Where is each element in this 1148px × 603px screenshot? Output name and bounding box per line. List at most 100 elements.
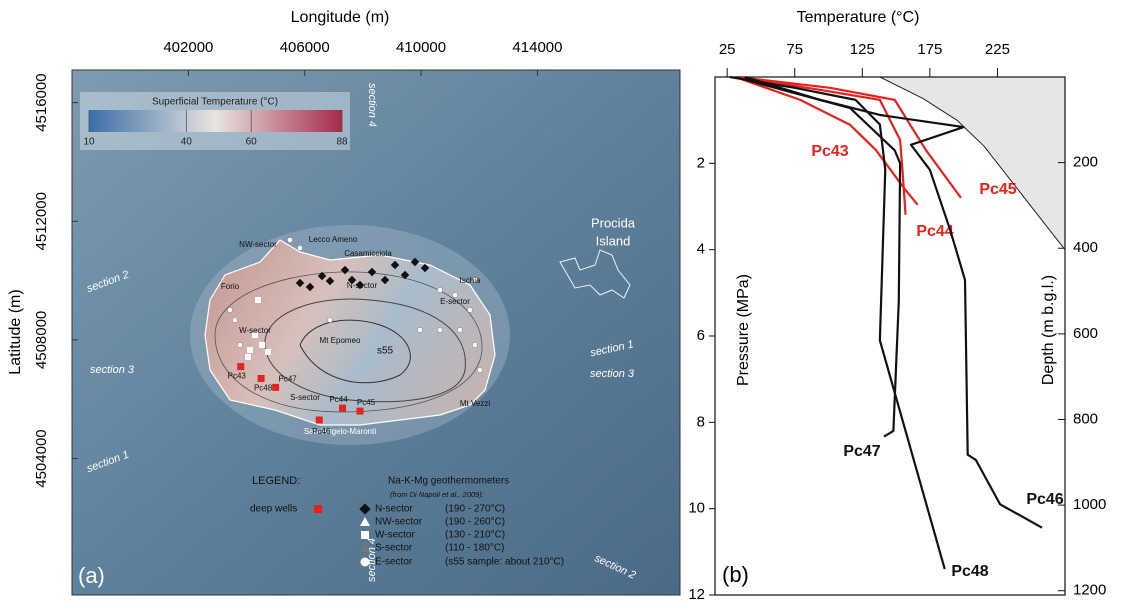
well: [316, 417, 323, 424]
place-label: NW-sector: [239, 240, 277, 249]
colorbar-tick-label: 60: [246, 137, 258, 148]
legend-name: E-sector: [375, 557, 413, 568]
place-label: Mt Epomeo: [320, 336, 361, 345]
place-label: Casamicciola: [344, 249, 392, 258]
y2-tick-label: 1000: [1073, 496, 1106, 513]
y-tick-label: 8: [697, 413, 705, 430]
place-label: s55: [377, 346, 394, 357]
series-label: Pc46: [1026, 491, 1063, 508]
profile-line: [735, 77, 917, 205]
x-tick-label: 25: [719, 41, 736, 58]
legend-range: (s55 sample: about 210°C): [445, 557, 564, 568]
y2-tick-label: 600: [1073, 325, 1098, 342]
legend-symbol: [361, 558, 370, 567]
well: [339, 405, 346, 412]
x-tick-label: 410000: [396, 39, 446, 56]
sample-circle: [467, 307, 472, 312]
place-label: Mt Vezzi: [460, 399, 490, 408]
sample-circle: [327, 317, 332, 322]
x-tick-label: 225: [985, 41, 1010, 58]
place-label: Island: [596, 233, 631, 248]
legend-name: W-sector: [375, 530, 415, 541]
y2-tick-label: 1200: [1073, 582, 1106, 599]
legend-heading: Na-K-Mg geothermometers: [388, 476, 509, 487]
x-tick-label: 402000: [163, 39, 213, 56]
x-axis-title: Longitude (m): [291, 9, 390, 26]
place-label: W-sector: [239, 326, 271, 335]
y-tick-label: 4512000: [33, 192, 50, 250]
sample-circle: [232, 317, 237, 322]
well-label: Pc47: [279, 374, 298, 383]
colorbar-title: Superficial Temperature (°C): [152, 97, 278, 108]
sample-circle: [437, 287, 442, 292]
x-tick-label: 75: [786, 41, 803, 58]
sample-square: [255, 297, 261, 303]
y-axis-title: Pressure (MPa): [735, 274, 752, 386]
sample-circle: [472, 342, 477, 347]
place-label: Forio: [221, 282, 240, 291]
section-label: section 4: [366, 83, 378, 127]
place-label: Lecco Ameno: [309, 235, 358, 244]
sample-circle: [457, 327, 462, 332]
sample-square: [259, 342, 265, 348]
legend-range: (110 - 180°C): [445, 543, 504, 554]
place-label: N-sector: [347, 281, 378, 290]
y-tick-label: 4: [697, 241, 705, 258]
colorbar-tick-label: 88: [336, 137, 348, 148]
well-label: Pc44: [329, 395, 348, 404]
y-tick-label: 6: [697, 327, 705, 344]
legend-name: S-sector: [375, 543, 413, 554]
section-label: section 3: [590, 368, 635, 380]
x-axis-title: Temperature (°C): [797, 9, 920, 26]
y2-tick-label: 200: [1073, 154, 1098, 171]
x-tick-label: 175: [917, 41, 942, 58]
boiling-area: [880, 77, 1065, 250]
legend-well-symbol: [314, 505, 322, 513]
legend-name: NW-sector: [375, 517, 423, 528]
legend-source: (from Di Napoli et al., 2009):: [390, 490, 484, 499]
series-label: Pc47: [843, 443, 880, 460]
well-label: Pc45: [357, 398, 376, 407]
y-tick-label: 4516000: [33, 73, 50, 131]
legend-range: (190 - 270°C): [445, 504, 505, 515]
x-tick-label: 406000: [280, 39, 330, 56]
sample-square: [247, 347, 253, 353]
y-tick-label: 4508000: [33, 311, 50, 369]
sample-circle: [417, 327, 422, 332]
legend-range: (190 - 260°C): [445, 517, 505, 528]
x-tick-label: 414000: [512, 39, 562, 56]
sample-circle: [477, 367, 482, 372]
panel-label: (b): [722, 562, 749, 587]
sample-circle: [437, 327, 442, 332]
sample-circle: [237, 342, 242, 347]
y2-tick-label: 800: [1073, 410, 1098, 427]
place-label: Ischia: [460, 276, 481, 285]
y-tick-label: 10: [688, 500, 705, 517]
well: [272, 384, 279, 391]
y2-axis-title: Depth (m b.g.l.): [1040, 275, 1057, 385]
sample-square: [245, 354, 251, 360]
place-label: Procida: [591, 215, 636, 230]
well-label: Pc48: [254, 384, 273, 393]
y-tick-label: 2: [697, 154, 705, 171]
well-label: Pc43: [228, 372, 247, 381]
y-axis-title: Latitude (m): [7, 289, 24, 374]
well: [258, 375, 265, 382]
series-label: Pc48: [951, 563, 988, 580]
y-tick-label: 12: [688, 586, 705, 603]
series-label: Pc43: [811, 143, 848, 160]
series-label: Pc45: [979, 181, 1016, 198]
well: [357, 408, 364, 415]
figure: Longitude (m) Latitude (m) (a) Superfici…: [0, 0, 1148, 603]
sample-circle: [227, 307, 232, 312]
legend-title: LEGEND:: [252, 475, 300, 487]
place-label: S-sector: [290, 393, 320, 402]
panel-label: (a): [78, 563, 105, 588]
place-label: E-sector: [440, 297, 470, 306]
sample-square: [265, 349, 271, 355]
colorbar: [89, 110, 342, 132]
section-label: section 3: [90, 364, 135, 376]
well: [237, 363, 244, 370]
y-tick-label: 4504000: [33, 429, 50, 487]
legend-symbol: [361, 531, 369, 539]
